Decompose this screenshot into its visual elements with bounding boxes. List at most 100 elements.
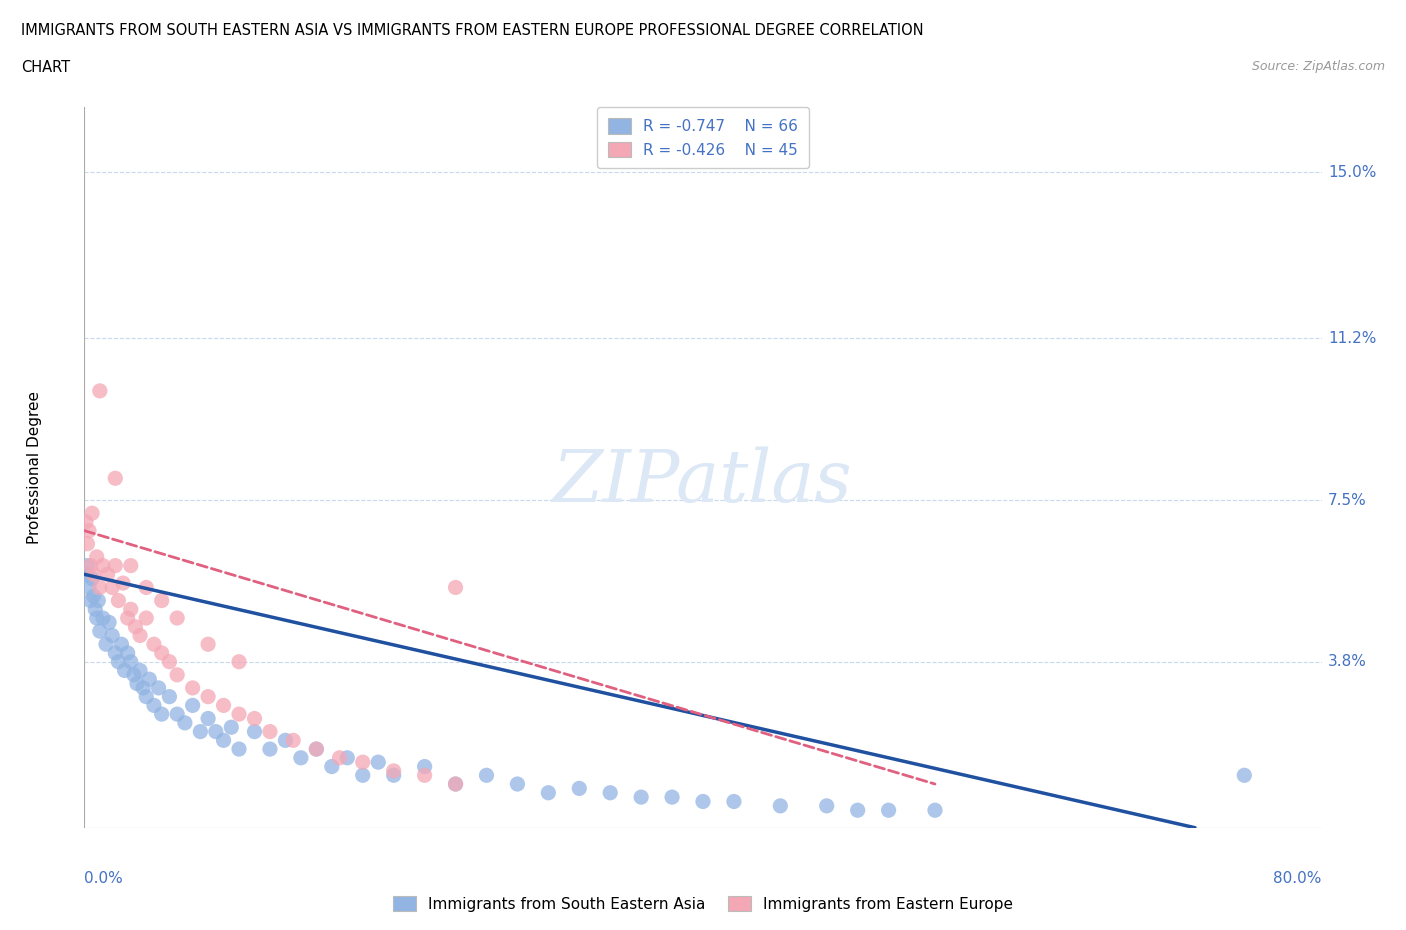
Point <box>181 681 204 696</box>
Point <box>413 768 436 783</box>
Point <box>846 803 869 817</box>
Point <box>413 759 436 774</box>
Text: 0.0%: 0.0% <box>84 870 124 886</box>
Text: Source: ZipAtlas.com: Source: ZipAtlas.com <box>1251 60 1385 73</box>
Point <box>125 676 148 691</box>
Point <box>228 741 250 756</box>
Point <box>877 803 900 817</box>
Point <box>228 655 250 670</box>
Point <box>197 689 219 704</box>
Point <box>114 663 136 678</box>
Point <box>143 698 166 712</box>
Point <box>259 724 281 739</box>
Point <box>132 681 155 696</box>
Point <box>181 698 204 712</box>
Point <box>120 655 142 670</box>
Point <box>91 558 114 573</box>
Point <box>117 645 139 660</box>
Point <box>475 768 498 783</box>
Point <box>692 794 714 809</box>
Point <box>188 724 211 739</box>
Point <box>77 580 100 595</box>
Point <box>107 655 129 670</box>
Point <box>197 711 219 726</box>
Point <box>89 624 111 639</box>
Point <box>197 637 219 652</box>
Point <box>104 645 127 660</box>
Point <box>76 537 98 551</box>
Legend: R = -0.747    N = 66, R = -0.426    N = 45: R = -0.747 N = 66, R = -0.426 N = 45 <box>598 107 808 168</box>
Point <box>352 755 374 770</box>
Point <box>444 580 467 595</box>
Point <box>205 724 228 739</box>
Point <box>120 602 142 617</box>
Point <box>120 558 142 573</box>
Point <box>107 593 129 608</box>
Point <box>129 663 152 678</box>
Point <box>82 571 104 586</box>
Point <box>243 711 266 726</box>
Point <box>290 751 312 765</box>
Text: IMMIGRANTS FROM SOUTH EASTERN ASIA VS IMMIGRANTS FROM EASTERN EUROPE PROFESSIONA: IMMIGRANTS FROM SOUTH EASTERN ASIA VS IM… <box>21 23 924 38</box>
Point <box>321 759 343 774</box>
Text: ZIPatlas: ZIPatlas <box>553 446 853 517</box>
Point <box>174 715 197 730</box>
Point <box>243 724 266 739</box>
Point <box>117 611 139 626</box>
Point <box>83 589 105 604</box>
Point <box>77 524 100 538</box>
Point <box>138 671 160 686</box>
Point <box>259 741 281 756</box>
Point <box>444 777 467 791</box>
Point <box>135 611 157 626</box>
Text: 15.0%: 15.0% <box>1327 165 1376 180</box>
Point <box>769 799 792 814</box>
Point <box>166 707 188 722</box>
Point <box>599 785 621 800</box>
Point <box>274 733 297 748</box>
Point <box>661 790 683 804</box>
Point <box>79 593 101 608</box>
Point <box>382 764 405 778</box>
Point <box>150 645 173 660</box>
Point <box>506 777 529 791</box>
Point <box>228 707 250 722</box>
Point <box>159 655 180 670</box>
Point <box>79 558 101 573</box>
Point <box>75 567 97 582</box>
Point <box>150 593 173 608</box>
Point <box>135 580 157 595</box>
Point <box>104 558 127 573</box>
Text: CHART: CHART <box>21 60 70 75</box>
Point <box>148 681 170 696</box>
Point <box>110 637 132 652</box>
Point <box>166 668 188 683</box>
Point <box>150 707 173 722</box>
Point <box>122 668 145 683</box>
Point <box>124 619 146 634</box>
Point <box>219 720 242 735</box>
Point <box>101 580 124 595</box>
Point <box>75 514 97 529</box>
Point <box>281 733 305 748</box>
Point <box>86 550 108 565</box>
Point <box>444 777 467 791</box>
Text: 11.2%: 11.2% <box>1327 331 1376 346</box>
Point <box>924 803 946 817</box>
Point <box>129 628 152 643</box>
Point <box>328 751 352 765</box>
Point <box>305 741 328 756</box>
Point <box>336 751 359 765</box>
Point <box>112 576 135 591</box>
Text: 3.8%: 3.8% <box>1327 654 1367 670</box>
Point <box>96 567 118 582</box>
Point <box>83 567 105 582</box>
Point <box>89 580 111 595</box>
Text: 80.0%: 80.0% <box>1274 870 1322 886</box>
Point <box>352 768 374 783</box>
Point <box>101 628 124 643</box>
Point <box>94 637 117 652</box>
Point <box>89 383 111 398</box>
Point <box>537 785 560 800</box>
Point <box>98 615 121 630</box>
